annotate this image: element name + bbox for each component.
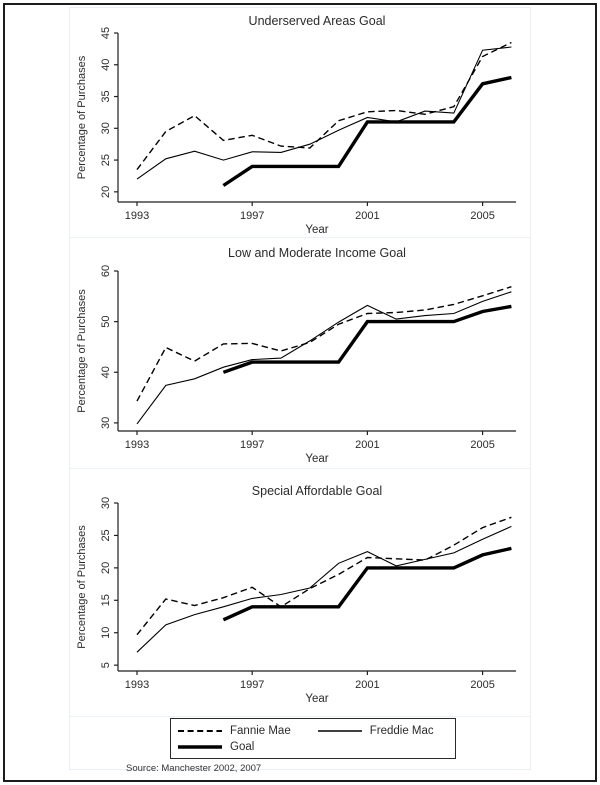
chart-svg-2: Special Affordable Goal 5 10 15 20 25 30 1993 19…	[76, 484, 516, 705]
x-tick-label: 1993	[125, 679, 149, 691]
legend: Fannie Mae Freddie Mac Goal	[170, 718, 456, 759]
legend-label-freddie-mac: Freddie Mac	[369, 725, 434, 737]
x-tick-label: 2001	[355, 679, 379, 691]
series-line-freddie-mac	[136, 525, 512, 653]
y-tick-label: 60	[100, 265, 112, 277]
chart-title: Special Affordable Goal	[252, 484, 382, 498]
chart-panel-underserved: Underserved Areas Goal 20 25 30 35 40 45 1993 19…	[70, 8, 530, 237]
y-tick-label: 30	[100, 417, 112, 429]
y-tick-label: 35	[100, 90, 112, 102]
series-line-freddie-mac	[136, 291, 512, 425]
series-line-freddie-mac	[136, 46, 512, 180]
y-tick-label: 45	[100, 27, 112, 39]
chart-title: Low and Moderate Income Goal	[228, 246, 406, 260]
chart-panel-low-moderate: Low and Moderate Income Goal 30 40 50 60 1993…	[70, 237, 530, 468]
dashed-line-icon	[178, 730, 222, 732]
legend-item-freddie-mac: Freddie Mac	[317, 725, 434, 737]
series-line-goal	[222, 304, 512, 374]
legend-item-fannie-mae: Fannie Mae	[177, 725, 291, 737]
chart-title: Underserved Areas Goal	[249, 14, 386, 28]
series-line-goal	[222, 75, 512, 187]
y-axis-title: Percentage of Purchases	[76, 55, 88, 179]
figure: Underserved Areas Goal 20 25 30 35 40 45 1993 19…	[69, 7, 531, 774]
x-tick-label: 1997	[240, 210, 264, 222]
y-tick-label: 40	[100, 59, 112, 71]
legend-item-goal: Goal	[177, 741, 254, 753]
x-tick-label: 1993	[125, 210, 149, 222]
legend-section: Fannie Mae Freddie Mac Goal	[70, 716, 530, 774]
series-line-fannie-mae	[136, 41, 512, 171]
y-tick-label: 25	[100, 529, 112, 541]
x-axis-title: Year	[305, 224, 328, 236]
series-line-goal	[222, 546, 512, 622]
x-tick-label: 2005	[470, 210, 494, 222]
y-tick-label: 20	[100, 186, 112, 198]
series-line-fannie-mae	[136, 516, 512, 636]
y-axis-title: Percentage of Purchases	[76, 289, 88, 413]
x-tick-label: 2001	[355, 439, 379, 451]
y-tick-label: 40	[100, 366, 112, 378]
y-tick-label: 30	[100, 497, 112, 509]
solid-line-icon	[317, 730, 362, 732]
x-tick-label: 1997	[240, 439, 264, 451]
y-axis-title: Percentage of Purchases	[76, 525, 88, 649]
chart-panel-special-affordable: Special Affordable Goal 5 10 15 20 25 30 1993 19…	[70, 468, 530, 716]
source-note: Source: Manchester 2002, 2007	[126, 763, 262, 774]
x-tick-label: 1993	[125, 439, 149, 451]
page-border: Underserved Areas Goal 20 25 30 35 40 45 1993 19…	[3, 3, 597, 782]
legend-label-fannie-mae: Fannie Mae	[230, 725, 291, 737]
chart-svg-0: Underserved Areas Goal 20 25 30 35 40 45 1993 19…	[76, 14, 516, 236]
y-tick-label: 10	[100, 627, 112, 639]
y-tick-label: 30	[100, 122, 112, 134]
x-tick-label: 1997	[240, 679, 264, 691]
chart-svg-1: Low and Moderate Income Goal 30 40 50 60 1993…	[76, 246, 516, 465]
y-tick-label: 15	[100, 594, 112, 606]
y-tick-label: 50	[100, 316, 112, 328]
x-tick-label: 2005	[470, 439, 494, 451]
legend-label-goal: Goal	[230, 741, 255, 753]
x-axis-title: Year	[305, 693, 328, 705]
series-line-fannie-mae	[136, 286, 512, 402]
y-tick-label: 5	[100, 662, 112, 668]
x-axis-title: Year	[305, 453, 328, 465]
y-tick-label: 20	[100, 562, 112, 574]
x-tick-label: 2001	[355, 210, 379, 222]
legend-row-1: Fannie Mae Freddie Mac	[177, 723, 449, 739]
thick-line-icon	[178, 745, 222, 749]
y-tick-label: 25	[100, 154, 112, 166]
x-tick-label: 2005	[470, 679, 494, 691]
legend-row-2: Goal	[177, 739, 449, 755]
